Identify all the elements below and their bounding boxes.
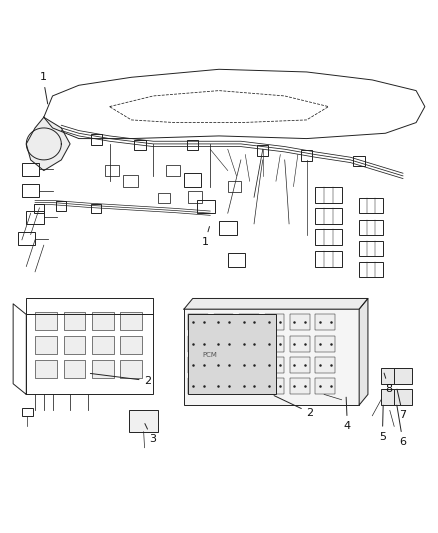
Bar: [228, 253, 245, 266]
Text: 8: 8: [384, 373, 392, 394]
Bar: [381, 368, 399, 384]
Bar: [134, 140, 146, 150]
Bar: [187, 140, 198, 150]
Bar: [359, 262, 383, 277]
Bar: [34, 204, 44, 213]
Text: 1: 1: [39, 72, 48, 104]
Text: 3: 3: [145, 424, 156, 445]
Bar: [315, 229, 342, 245]
Bar: [56, 201, 66, 211]
Text: 2: 2: [90, 374, 152, 386]
Bar: [35, 360, 57, 378]
Bar: [214, 314, 233, 330]
Bar: [381, 389, 399, 405]
Bar: [92, 336, 114, 354]
Bar: [290, 378, 310, 394]
Bar: [315, 187, 342, 203]
Bar: [197, 200, 215, 213]
Bar: [22, 408, 33, 416]
Text: 5: 5: [379, 405, 386, 442]
Bar: [184, 173, 201, 187]
Text: 1: 1: [201, 227, 209, 247]
Text: PCM: PCM: [203, 352, 218, 358]
Bar: [359, 241, 383, 256]
Polygon shape: [184, 298, 368, 309]
Bar: [184, 309, 359, 405]
Bar: [188, 357, 208, 373]
Bar: [92, 312, 114, 330]
Bar: [353, 156, 365, 166]
Bar: [290, 336, 310, 352]
Bar: [290, 357, 310, 373]
Bar: [188, 314, 276, 394]
Polygon shape: [26, 117, 70, 171]
Bar: [239, 378, 259, 394]
Bar: [91, 204, 101, 213]
Bar: [359, 220, 383, 235]
Bar: [158, 193, 170, 203]
Bar: [92, 360, 114, 378]
Bar: [64, 336, 85, 354]
Bar: [239, 357, 259, 373]
Bar: [265, 378, 284, 394]
Bar: [35, 312, 57, 330]
Bar: [214, 336, 233, 352]
Bar: [315, 378, 335, 394]
Bar: [26, 314, 153, 394]
Bar: [22, 184, 39, 197]
Bar: [120, 312, 142, 330]
Text: 7: 7: [397, 389, 406, 421]
Bar: [239, 314, 259, 330]
Bar: [188, 314, 208, 330]
Text: 4: 4: [344, 397, 351, 431]
Bar: [257, 145, 268, 156]
Bar: [394, 389, 412, 405]
Bar: [290, 314, 310, 330]
Bar: [315, 251, 342, 266]
Bar: [359, 198, 383, 213]
Bar: [219, 221, 237, 235]
Bar: [265, 314, 284, 330]
Bar: [214, 357, 233, 373]
Bar: [91, 134, 102, 145]
Bar: [22, 163, 39, 176]
Bar: [188, 378, 208, 394]
Bar: [265, 336, 284, 352]
Bar: [120, 360, 142, 378]
Bar: [228, 181, 241, 192]
Bar: [18, 232, 35, 245]
Bar: [35, 336, 57, 354]
Bar: [315, 357, 335, 373]
Bar: [105, 165, 119, 176]
Bar: [120, 336, 142, 354]
Bar: [123, 175, 138, 187]
Bar: [64, 360, 85, 378]
Bar: [166, 165, 180, 176]
Bar: [188, 191, 202, 203]
Bar: [394, 368, 412, 384]
Bar: [26, 211, 44, 224]
Bar: [188, 336, 208, 352]
Bar: [239, 336, 259, 352]
Bar: [214, 378, 233, 394]
Polygon shape: [359, 298, 368, 405]
Bar: [315, 314, 335, 330]
Bar: [64, 312, 85, 330]
Bar: [129, 410, 158, 432]
Bar: [315, 336, 335, 352]
Text: 2: 2: [274, 395, 314, 418]
Bar: [315, 208, 342, 224]
Bar: [265, 357, 284, 373]
Text: 6: 6: [397, 405, 406, 447]
Bar: [301, 150, 312, 161]
